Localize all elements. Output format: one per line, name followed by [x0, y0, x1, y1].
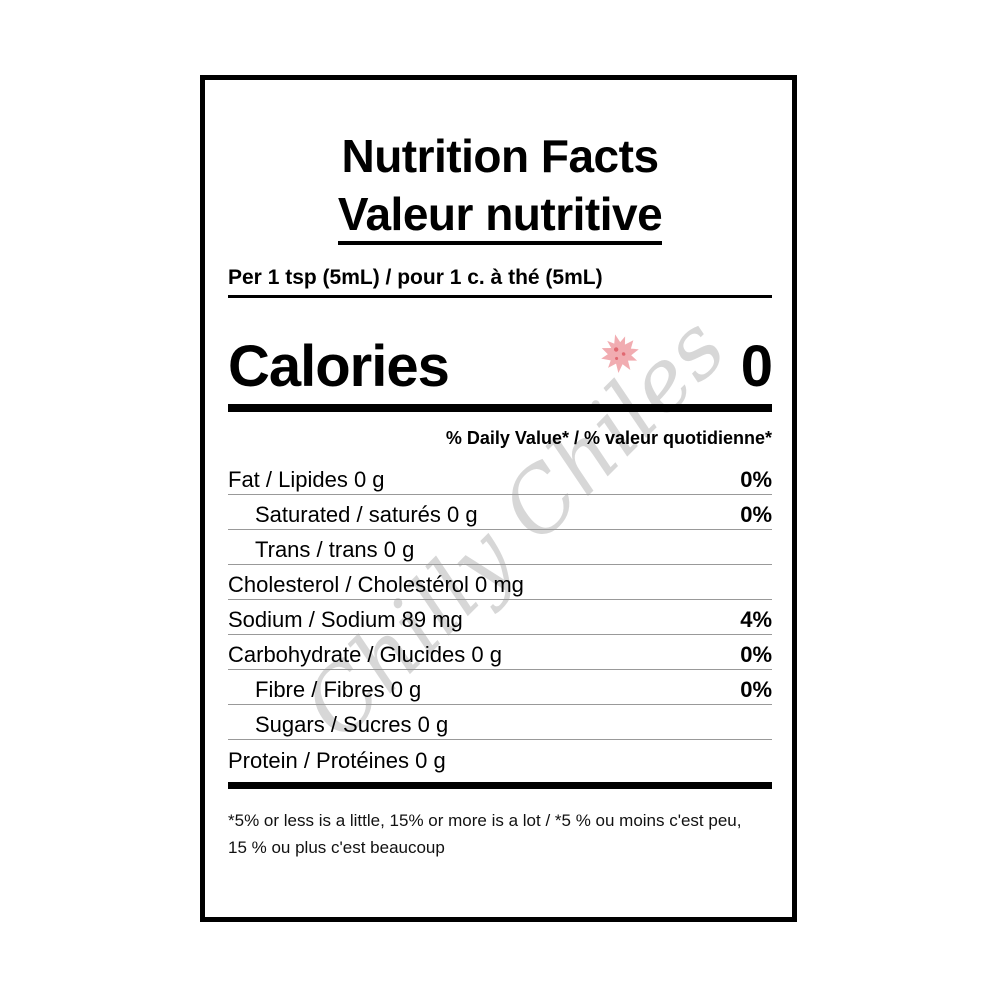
nutrition-label: Chilly Chiles Nutrition Facts Valeur nut… [200, 75, 797, 922]
calories-value: 0 [740, 334, 773, 399]
footnote-divider-bar [228, 782, 772, 789]
nutrient-label: Sugars / Sucres 0 g [255, 712, 449, 737]
title-english: Nutrition Facts [341, 130, 659, 182]
nutrient-row-carbohydrate: Carbohydrate / Glucides 0 g 0% [228, 635, 772, 670]
nutrient-row-sugars: Sugars / Sucres 0 g [228, 705, 772, 740]
nutrient-percent: 0% [740, 467, 772, 492]
nutrient-row-protein: Protein / Protéines 0 g [228, 740, 772, 775]
nutrient-row-trans: Trans / trans 0 g [228, 530, 772, 565]
nutrient-label: Cholesterol / Cholestérol 0 mg [228, 572, 524, 597]
nutrient-label: Saturated / saturés 0 g [255, 502, 478, 527]
nutrient-label: Sodium / Sodium 89 mg [228, 607, 463, 632]
nutrient-percent: 0% [740, 677, 772, 702]
nutrient-row-fibre: Fibre / Fibres 0 g 0% [228, 670, 772, 705]
nutrient-label: Carbohydrate / Glucides 0 g [228, 642, 502, 667]
title-french: Valeur nutritive [228, 188, 772, 245]
footnote: *5% or less is a little, 15% or more is … [228, 811, 742, 857]
label-content: Nutrition Facts Valeur nutritive Per 1 t… [205, 130, 792, 861]
nutrient-label: Fat / Lipides 0 g [228, 467, 385, 492]
daily-value-header: % Daily Value* / % valeur quotidienne* [445, 428, 772, 448]
serving-size: Per 1 tsp (5mL) / pour 1 c. à thé (5mL) [228, 266, 772, 298]
nutrient-table: Fat / Lipides 0 g 0% Saturated / saturés… [228, 460, 772, 775]
calories-divider-bar [228, 404, 772, 412]
nutrient-row-saturated: Saturated / saturés 0 g 0% [228, 495, 772, 530]
maple-leaf-icon [601, 334, 639, 373]
nutrient-row-fat: Fat / Lipides 0 g 0% [228, 460, 772, 495]
nutrient-label: Fibre / Fibres 0 g [255, 677, 422, 702]
title-french-underlined: Valeur nutritive [337, 188, 663, 245]
calories-row: Calories 0 [228, 334, 773, 399]
nutrient-percent: 4% [740, 607, 772, 632]
nutrient-percent: 0% [740, 642, 772, 667]
nutrient-label: Trans / trans 0 g [255, 537, 415, 562]
calories-label: Calories [228, 334, 450, 399]
nutrient-row-cholesterol: Cholesterol / Cholestérol 0 mg [228, 565, 772, 600]
nutrient-label: Protein / Protéines 0 g [228, 748, 446, 773]
nutrient-row-sodium: Sodium / Sodium 89 mg 4% [228, 600, 772, 635]
nutrient-percent: 0% [740, 502, 772, 527]
